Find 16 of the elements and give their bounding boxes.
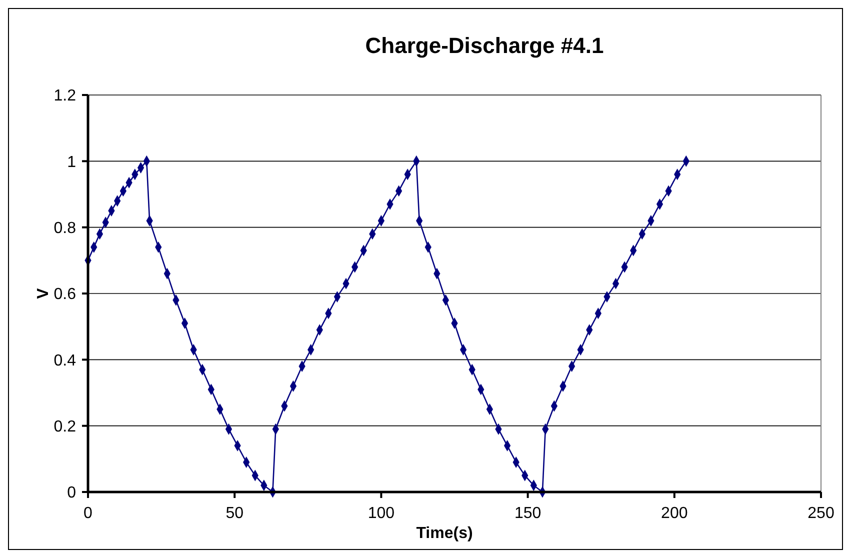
x-tick-label: 0 (84, 505, 93, 522)
y-tick-label: 0.4 (54, 352, 76, 370)
x-tick-label: 100 (368, 505, 395, 522)
y-tick-label: 0.8 (54, 220, 76, 237)
y-tick-label: 0.2 (54, 418, 76, 436)
chart-title: Charge-Discharge #4.1 (365, 33, 604, 58)
x-tick-label: 200 (661, 505, 688, 522)
y-tick-label: 1 (67, 154, 76, 171)
y-tick-label: 0.6 (54, 286, 76, 304)
y-axis-title: V (35, 288, 52, 299)
x-tick-label: 250 (808, 505, 834, 522)
y-tick-label: 1.2 (54, 88, 76, 105)
y-tick-label: 0 (67, 484, 76, 502)
x-tick-label: 50 (226, 505, 244, 522)
x-axis-title: Time(s) (416, 525, 473, 542)
x-tick-label: 150 (514, 505, 542, 522)
